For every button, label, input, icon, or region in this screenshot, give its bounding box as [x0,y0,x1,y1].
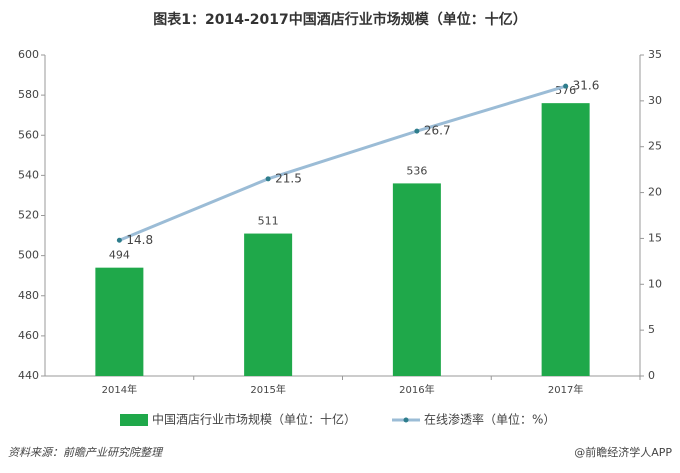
y-tick-label: 560 [18,128,39,141]
y-tick-label: 520 [18,209,39,222]
bar [95,267,144,376]
y-tick-label: 600 [18,48,39,61]
y2-tick-label: 25 [648,140,662,153]
y2-tick-label: 15 [648,231,662,244]
credit: @前瞻经济学人APP [574,445,672,459]
y2-tick-label: 10 [648,277,662,290]
x-tick-label: 2015年 [250,383,285,396]
bar [541,103,590,377]
bar [244,233,293,376]
bar-label: 494 [109,249,130,262]
legend-label: 在线渗透率（单位：%） [424,412,555,427]
chart-title: 图表1：2014-2017中国酒店行业市场规模（单位：十亿） [153,11,526,28]
x-tick-label: 2014年 [102,383,137,396]
y-tick-label: 440 [18,369,39,382]
legend-label: 中国酒店行业市场规模（单位：十亿） [152,412,356,427]
legend-swatch [120,414,148,426]
x-tick-label: 2016年 [399,383,434,396]
bar [392,183,441,376]
y2-tick-label: 5 [648,323,655,336]
line-label: 14.8 [126,233,153,247]
y2-tick-label: 20 [648,186,662,199]
y-tick-label: 580 [18,88,39,101]
y2-tick-label: 35 [648,48,662,61]
line-marker [116,237,122,243]
y-tick-label: 500 [18,249,39,262]
legend-marker [403,417,409,423]
line [118,84,567,242]
y-tick-label: 460 [18,329,39,342]
y2-tick-label: 30 [648,94,662,107]
line-marker [414,128,420,134]
line-label: 26.7 [424,124,451,138]
bar-label: 511 [258,215,279,228]
line-label: 31.6 [573,79,600,93]
x-tick-label: 2017年 [548,383,583,396]
line-marker [265,176,271,182]
y-tick-label: 480 [18,289,39,302]
source-note: 资料来源：前瞻产业研究院整理 [8,446,164,459]
y-tick-label: 540 [18,168,39,181]
y2-tick-label: 0 [648,369,655,382]
line-label: 21.5 [275,171,302,185]
line-marker [563,83,569,89]
bar-label: 536 [406,164,427,177]
